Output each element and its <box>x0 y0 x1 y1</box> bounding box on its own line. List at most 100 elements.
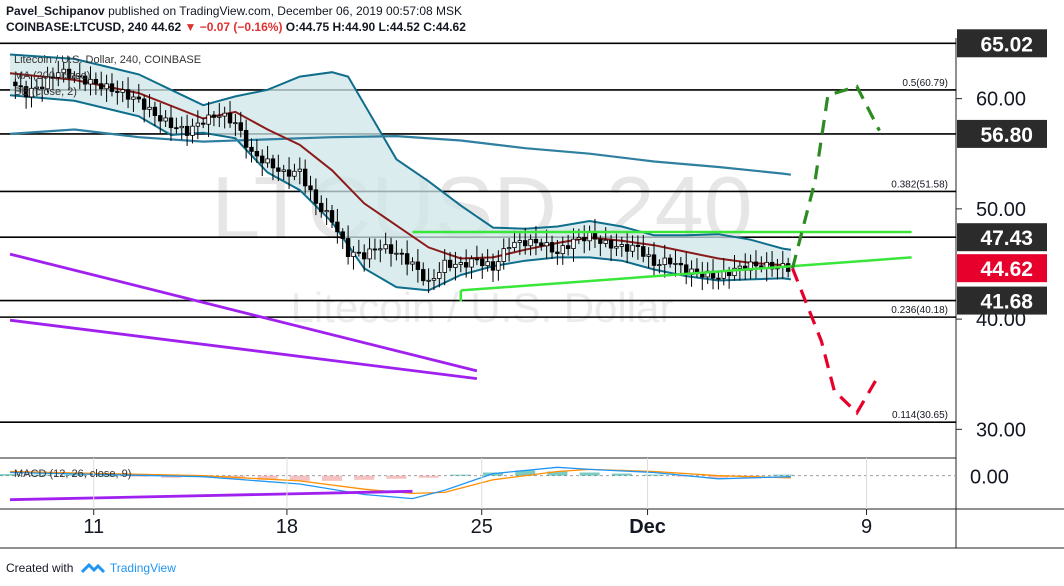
candle <box>141 95 147 123</box>
candle <box>506 238 512 262</box>
candle <box>18 72 23 93</box>
candle-body <box>179 125 184 129</box>
candle-body <box>200 122 206 125</box>
candle <box>388 237 394 267</box>
candle-body <box>335 221 340 233</box>
macd-histogram-bar <box>547 471 568 476</box>
candle-body <box>88 78 93 85</box>
candle-body <box>276 167 281 172</box>
price-badge-label: 44.62 <box>980 258 1033 281</box>
price-axis[interactable]: 30.00 40.00 50.00 60.00 65.02 56.80 47.43 44.62… <box>956 29 1047 441</box>
candle <box>29 75 34 108</box>
bb-upper-line <box>9 53 792 251</box>
candle-body <box>619 244 624 247</box>
candle-body <box>469 258 474 268</box>
symbol-line[interactable]: COINBASE:LTCUSD, 240 <box>6 20 148 34</box>
macd-indicator-label[interactable]: MACD (12, 26, close, 9) <box>14 468 132 480</box>
candle <box>56 60 61 87</box>
candle <box>399 248 404 265</box>
candle <box>104 74 109 102</box>
price-badge-bg <box>957 254 1047 283</box>
macd-histogram-bar <box>450 474 471 476</box>
candle-body <box>426 279 431 282</box>
candle <box>324 197 329 225</box>
macd-histogram-bar <box>579 472 600 476</box>
candle <box>174 117 179 134</box>
candle-body <box>329 210 335 223</box>
candle-body <box>195 122 201 127</box>
series-title[interactable]: Litecoin / U.S. Dollar, 240, COINBASE <box>14 54 202 66</box>
candle-body <box>544 242 549 247</box>
candle-body <box>463 262 469 268</box>
price-tick-label-0: 30.00 <box>976 419 1026 441</box>
tradingview-brand[interactable]: TradingView <box>109 561 176 575</box>
candle <box>72 71 77 83</box>
candle-body <box>549 242 555 253</box>
price-badge-bg <box>957 29 1047 58</box>
candle <box>501 238 506 270</box>
candle-body <box>104 83 109 90</box>
candle <box>641 235 646 263</box>
candle-body <box>367 248 372 260</box>
macd-histogram-bar <box>128 475 149 477</box>
candle-body <box>635 244 641 247</box>
candle-body <box>125 89 131 100</box>
candle-body <box>646 254 651 257</box>
candle <box>308 175 313 201</box>
candle <box>415 249 421 283</box>
candle-body <box>356 251 362 254</box>
candle <box>646 247 651 269</box>
time-tick-label-2: 25 <box>471 516 493 538</box>
candle <box>168 106 174 141</box>
candle-body <box>270 158 276 169</box>
ma-indicator-label[interactable]: MA (200, close) <box>14 70 91 82</box>
candle-body <box>136 96 141 100</box>
candle <box>555 239 560 265</box>
candle-body <box>560 245 565 255</box>
time-tick-label-4: 9 <box>861 516 872 538</box>
candle-body <box>109 83 115 92</box>
candle <box>367 237 372 268</box>
time-tick-label-1: 18 <box>276 516 298 538</box>
candle-body <box>286 169 292 177</box>
time-axis[interactable]: 11 18 25 Dec 9 <box>83 458 872 538</box>
candle-body <box>496 261 501 271</box>
candle <box>249 138 254 163</box>
candle-body <box>576 237 582 240</box>
candle <box>190 118 195 144</box>
candle <box>276 154 281 182</box>
candle <box>351 246 356 270</box>
candle-body <box>582 237 587 242</box>
bb-indicator-label[interactable]: BB (close, 2) <box>14 86 77 98</box>
candle-body <box>769 261 775 270</box>
candle <box>109 73 115 97</box>
macd-histogram-bar <box>418 475 439 478</box>
candle <box>93 72 99 95</box>
candle <box>732 255 737 281</box>
candle-body <box>18 85 23 88</box>
drawings <box>9 84 912 416</box>
candle-body <box>243 130 249 148</box>
macd-histogram-bar <box>257 475 278 480</box>
candle-body <box>340 231 345 239</box>
price-badge-2: 47.43 <box>957 223 1047 252</box>
candle <box>361 244 367 272</box>
candle-body <box>624 244 630 252</box>
bearish-scenario-path <box>791 267 881 416</box>
last-price: 44.62 <box>151 20 182 34</box>
support-line <box>460 256 912 292</box>
candle-body <box>641 246 646 257</box>
candle <box>340 228 345 250</box>
wedge-line-0 <box>9 252 478 373</box>
candle <box>383 232 388 254</box>
candle <box>184 114 190 146</box>
candle <box>410 257 415 272</box>
candle-body <box>99 83 104 90</box>
macd-histogram-bar <box>289 475 310 481</box>
macd-trendline <box>9 489 413 502</box>
author-name[interactable]: Pavel_Schipanov <box>6 4 105 18</box>
candle <box>608 234 614 262</box>
time-tick-label-0: 11 <box>83 516 104 538</box>
candle-body <box>13 81 18 87</box>
